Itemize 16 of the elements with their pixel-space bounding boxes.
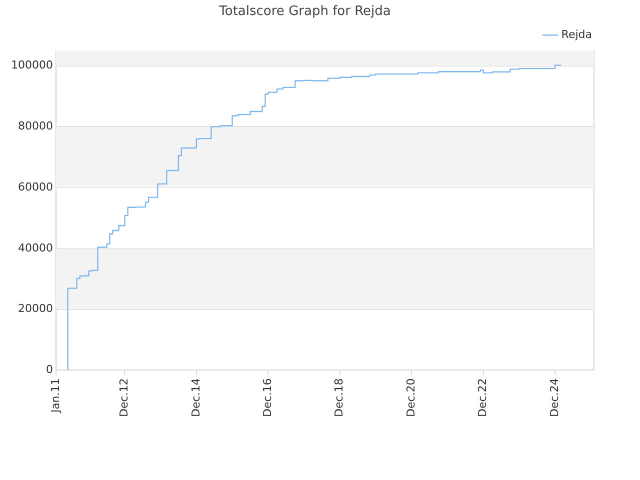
y-tick-label: 40000 — [18, 241, 53, 254]
y-tick-label: 100000 — [10, 58, 53, 72]
x-tick-label: Dec.22 — [476, 378, 490, 417]
x-tick-label: Dec.20 — [404, 378, 418, 417]
y-tick-label: 20000 — [18, 302, 53, 316]
x-tick-label: Jan.11 — [48, 378, 62, 414]
x-tick-label: Dec.24 — [548, 378, 561, 417]
x-tick-label: Dec.16 — [261, 378, 274, 417]
x-tick-label: Dec.12 — [118, 378, 131, 417]
chart-title: Totalscore Graph for Rejda — [218, 4, 391, 20]
x-tick-label: Dec.18 — [332, 378, 346, 417]
y-tick-label: 80000 — [18, 120, 53, 133]
y-tick-label: 60000 — [18, 180, 53, 194]
y-tick-label: 0 — [46, 363, 53, 376]
legend-label: Rejda — [561, 28, 592, 41]
x-tick-label: Dec.14 — [189, 378, 202, 417]
